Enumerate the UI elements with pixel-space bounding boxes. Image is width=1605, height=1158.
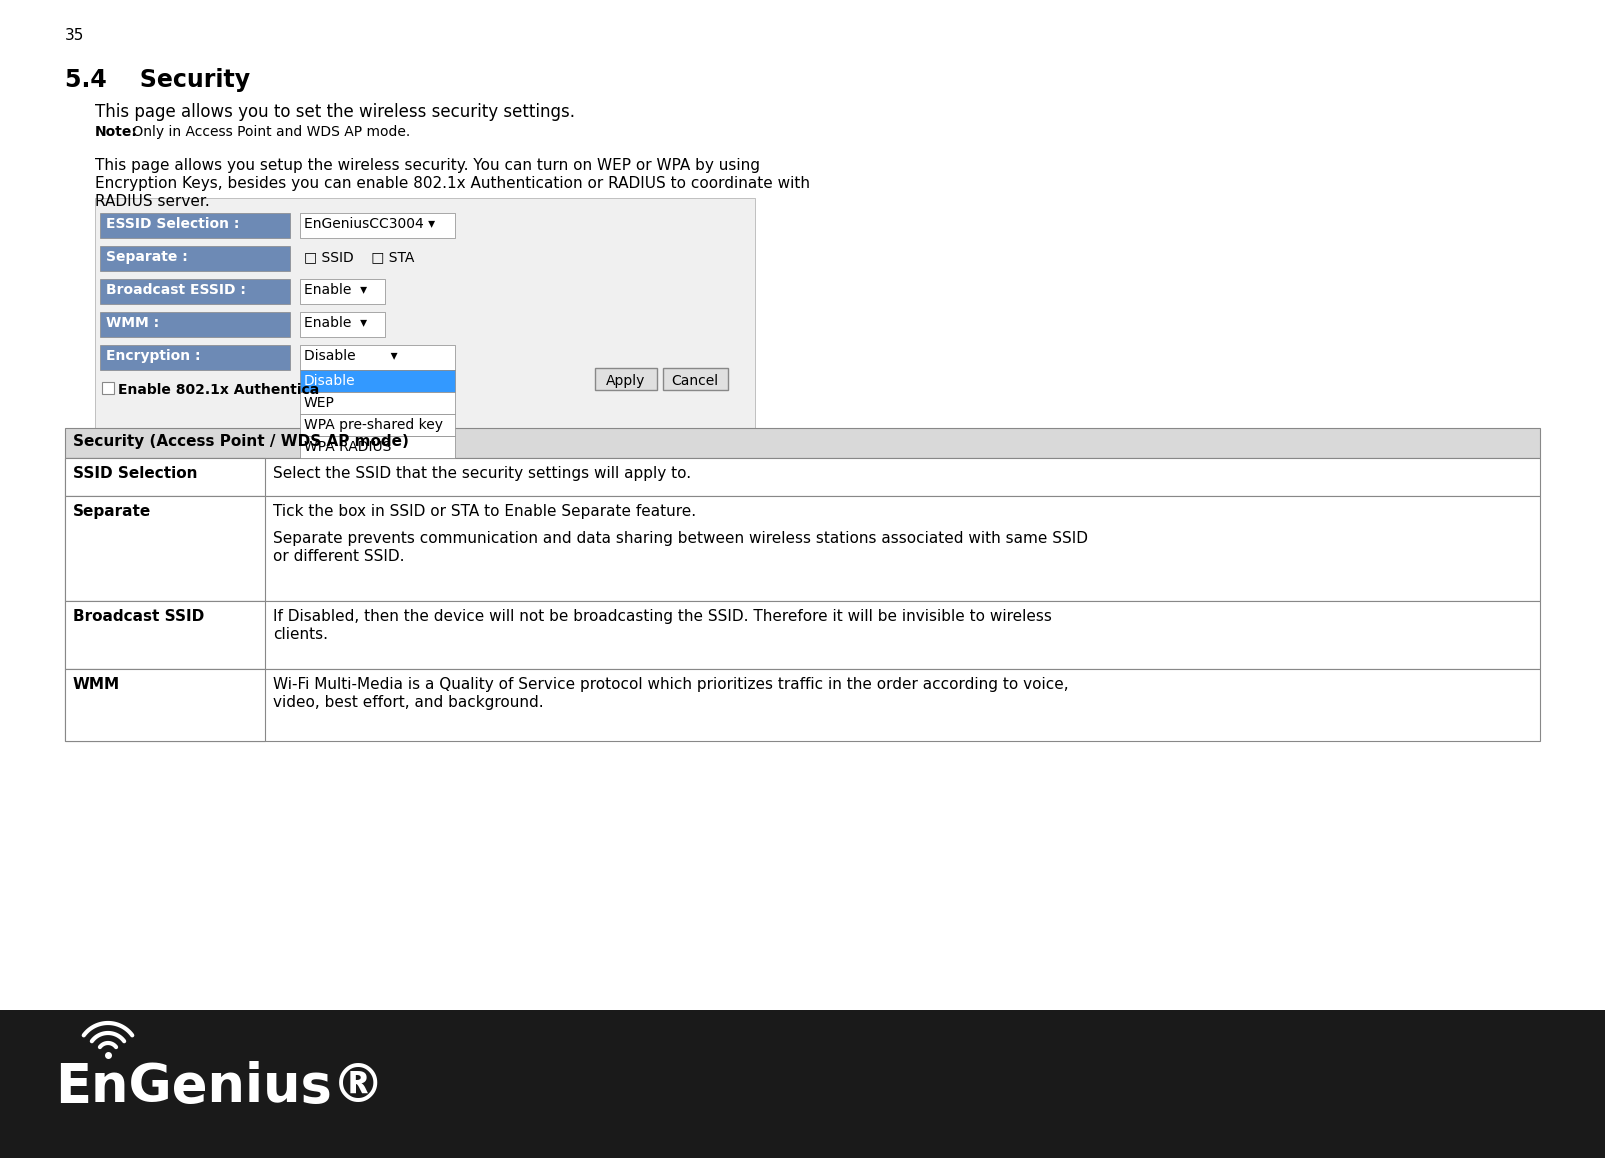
Bar — [300, 312, 385, 337]
Bar — [0, 1010, 1605, 1158]
Text: This page allows you to set the wireless security settings.: This page allows you to set the wireless… — [95, 103, 575, 120]
Bar — [95, 198, 754, 508]
Text: WMM: WMM — [72, 677, 120, 692]
Text: Wi-Fi Multi-Media is a Quality of Service protocol which prioritizes traffic in : Wi-Fi Multi-Media is a Quality of Servic… — [273, 677, 1067, 692]
Text: Cancel: Cancel — [671, 374, 717, 388]
Text: Encryption :: Encryption : — [106, 349, 201, 362]
Text: WMM :: WMM : — [106, 316, 159, 330]
Text: Security (Access Point / WDS AP mode): Security (Access Point / WDS AP mode) — [72, 434, 409, 449]
Bar — [64, 601, 265, 669]
Bar — [100, 213, 291, 239]
Bar — [64, 601, 1539, 669]
Text: Separate: Separate — [72, 504, 151, 519]
Bar — [100, 312, 291, 337]
Bar — [64, 669, 1539, 741]
Text: WPA pre-shared key: WPA pre-shared key — [303, 418, 443, 432]
Text: Enable 802.1x Authentica: Enable 802.1x Authentica — [117, 383, 319, 397]
Text: Enable  ▾: Enable ▾ — [303, 316, 368, 330]
Bar — [300, 213, 454, 239]
Text: Disable: Disable — [303, 374, 355, 388]
Bar — [64, 496, 1539, 601]
Text: Broadcast SSID: Broadcast SSID — [72, 609, 204, 624]
Bar — [64, 459, 265, 496]
Text: video, best effort, and background.: video, best effort, and background. — [273, 695, 542, 710]
Bar — [300, 393, 454, 415]
Bar — [64, 428, 1539, 459]
Text: Note:: Note: — [95, 125, 138, 139]
Bar — [64, 459, 1539, 496]
Text: □ SSID    □ STA: □ SSID □ STA — [303, 250, 414, 264]
Bar — [300, 437, 454, 459]
Text: 35: 35 — [64, 28, 85, 43]
Bar — [300, 371, 454, 393]
Bar — [103, 382, 114, 394]
Text: Broadcast ESSID :: Broadcast ESSID : — [106, 283, 246, 296]
Text: RADIUS server.: RADIUS server. — [95, 195, 210, 208]
Text: 5.4    Security: 5.4 Security — [64, 68, 250, 91]
Text: Disable        ▾: Disable ▾ — [303, 349, 398, 362]
Text: or different SSID.: or different SSID. — [273, 549, 404, 564]
Text: This page allows you setup the wireless security. You can turn on WEP or WPA by : This page allows you setup the wireless … — [95, 157, 759, 173]
Text: SSID Selection: SSID Selection — [72, 466, 197, 481]
Bar — [64, 669, 265, 741]
Bar — [300, 279, 385, 305]
Text: WPA RADIUS: WPA RADIUS — [303, 440, 392, 454]
Text: EnGenius®: EnGenius® — [55, 1061, 384, 1113]
Text: Separate :: Separate : — [106, 250, 188, 264]
Text: Enable  ▾: Enable ▾ — [303, 283, 368, 296]
Text: ESSID Selection :: ESSID Selection : — [106, 217, 239, 230]
Text: If Disabled, then the device will not be broadcasting the SSID. Therefore it wil: If Disabled, then the device will not be… — [273, 609, 1051, 624]
Text: clients.: clients. — [273, 626, 327, 642]
Text: EnGeniusCC3004 ▾: EnGeniusCC3004 ▾ — [303, 217, 435, 230]
Text: Apply: Apply — [607, 374, 645, 388]
Bar — [594, 368, 656, 390]
Bar — [100, 279, 291, 305]
Bar — [663, 368, 727, 390]
Bar — [300, 415, 454, 437]
Text: Encryption Keys, besides you can enable 802.1x Authentication or RADIUS to coord: Encryption Keys, besides you can enable … — [95, 176, 809, 191]
Text: Only in Access Point and WDS AP mode.: Only in Access Point and WDS AP mode. — [128, 125, 409, 139]
Bar — [64, 496, 265, 601]
Text: Select the SSID that the security settings will apply to.: Select the SSID that the security settin… — [273, 466, 690, 481]
Text: Tick the box in SSID or STA to Enable Separate feature.: Tick the box in SSID or STA to Enable Se… — [273, 504, 695, 519]
Bar — [100, 245, 291, 271]
Text: WEP: WEP — [303, 396, 335, 410]
Bar — [100, 345, 291, 371]
Bar — [300, 345, 454, 371]
Text: Separate prevents communication and data sharing between wireless stations assoc: Separate prevents communication and data… — [273, 532, 1087, 547]
